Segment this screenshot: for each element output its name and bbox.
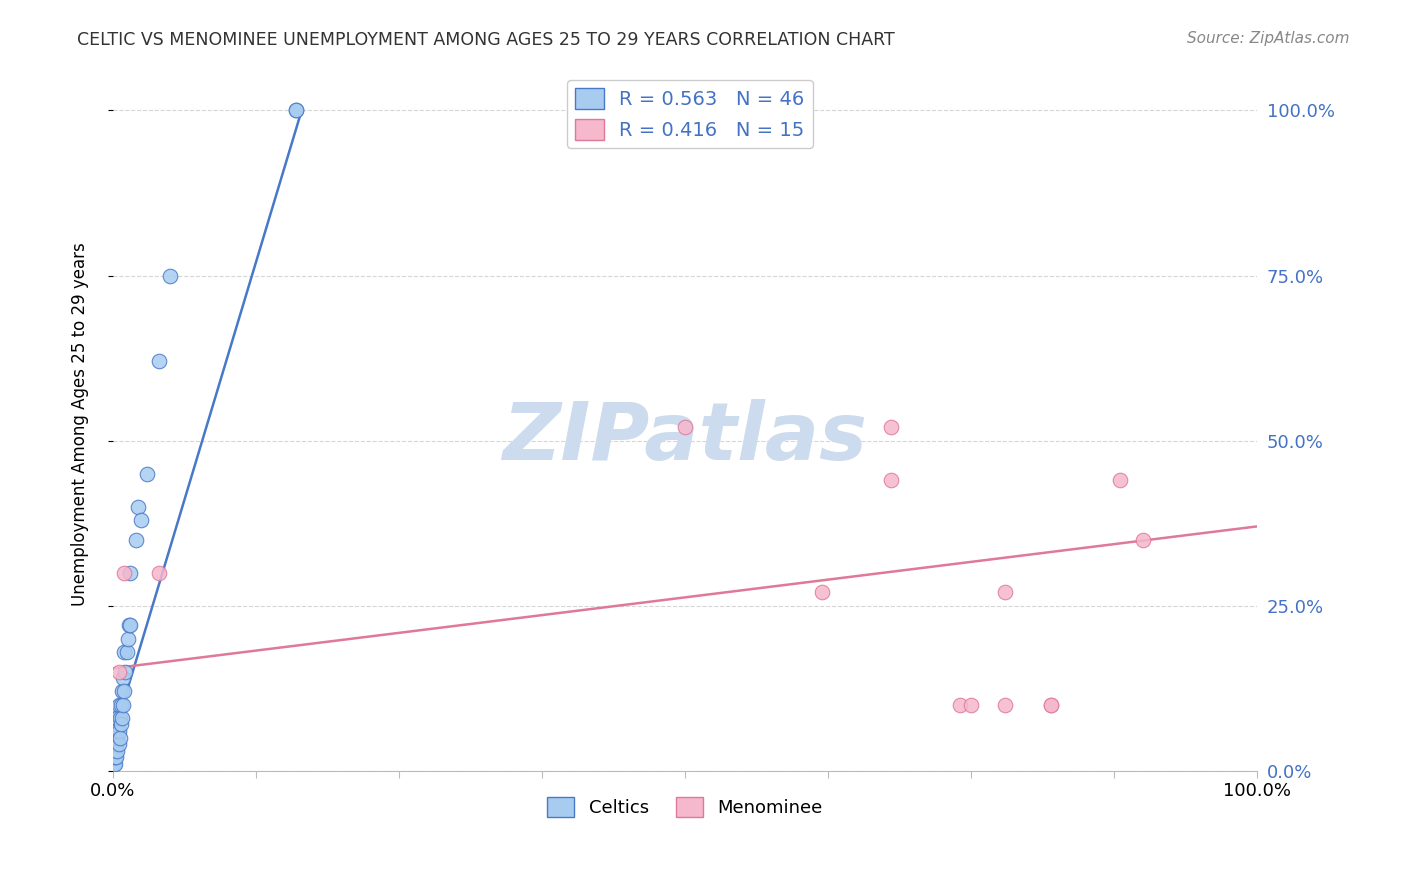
- Point: [110, 698, 132, 712]
- Point: [108, 731, 131, 745]
- Point: [107, 731, 129, 745]
- Point: [112, 684, 135, 698]
- Text: CELTIC VS MENOMINEE UNEMPLOYMENT AMONG AGES 25 TO 29 YEARS CORRELATION CHART: CELTIC VS MENOMINEE UNEMPLOYMENT AMONG A…: [77, 31, 896, 49]
- Point: [107, 744, 129, 758]
- Point: [127, 500, 149, 514]
- Point: [101, 750, 124, 764]
- Point: [880, 473, 903, 487]
- Point: [148, 566, 170, 580]
- Point: [811, 585, 834, 599]
- Point: [104, 757, 127, 772]
- Point: [103, 731, 125, 745]
- Point: [104, 737, 127, 751]
- Point: [948, 698, 970, 712]
- Y-axis label: Unemployment Among Ages 25 to 29 years: Unemployment Among Ages 25 to 29 years: [72, 243, 89, 606]
- Point: [994, 698, 1017, 712]
- Point: [1040, 698, 1063, 712]
- Point: [104, 731, 127, 745]
- Legend: Celtics, Menominee: Celtics, Menominee: [540, 789, 830, 824]
- Point: [103, 757, 125, 772]
- Point: [110, 717, 132, 731]
- Point: [101, 757, 124, 772]
- Point: [107, 737, 129, 751]
- Point: [111, 711, 134, 725]
- Point: [107, 698, 129, 712]
- Point: [111, 684, 134, 698]
- Point: [284, 103, 307, 118]
- Point: [105, 750, 128, 764]
- Point: [960, 698, 983, 712]
- Point: [107, 711, 129, 725]
- Point: [118, 618, 141, 632]
- Point: [118, 618, 141, 632]
- Point: [1132, 533, 1154, 547]
- Point: [673, 420, 696, 434]
- Point: [114, 665, 136, 679]
- Point: [107, 724, 129, 739]
- Text: Source: ZipAtlas.com: Source: ZipAtlas.com: [1187, 31, 1350, 46]
- Point: [118, 566, 141, 580]
- Point: [284, 103, 307, 118]
- Point: [1108, 473, 1130, 487]
- Point: [105, 737, 128, 751]
- Point: [148, 354, 170, 368]
- Point: [105, 711, 128, 725]
- Point: [131, 513, 153, 527]
- Text: ZIPatlas: ZIPatlas: [502, 399, 868, 477]
- Point: [880, 420, 903, 434]
- Point: [115, 645, 138, 659]
- Point: [125, 533, 148, 547]
- Point: [112, 671, 135, 685]
- Point: [104, 744, 127, 758]
- Point: [112, 698, 135, 712]
- Point: [105, 724, 128, 739]
- Point: [159, 268, 181, 283]
- Point: [104, 750, 127, 764]
- Point: [103, 744, 125, 758]
- Point: [103, 737, 125, 751]
- Point: [107, 665, 129, 679]
- Point: [117, 632, 139, 646]
- Point: [1040, 698, 1063, 712]
- Point: [994, 585, 1017, 599]
- Point: [112, 566, 135, 580]
- Point: [103, 750, 125, 764]
- Point: [136, 467, 159, 481]
- Point: [108, 711, 131, 725]
- Point: [112, 645, 135, 659]
